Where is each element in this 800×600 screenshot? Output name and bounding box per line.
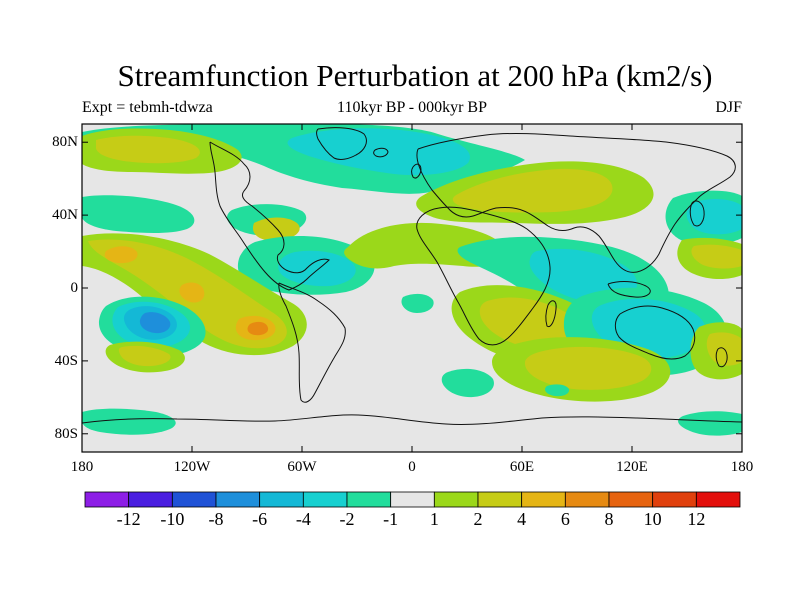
coastline-indonesia: [607, 281, 651, 298]
contour-fill-south-atlantic-negative-small: [401, 293, 434, 313]
coastline-new-zealand: [715, 347, 728, 368]
coastline-british-isles: [411, 163, 422, 179]
lon-tick-label: 0: [408, 459, 416, 475]
coastline-europe-asia: [416, 132, 736, 273]
legend-tick-label: 8: [604, 509, 614, 529]
legend-color-box: [215, 491, 261, 508]
contour-fill-north-atlantic-negative-core: [287, 128, 470, 176]
lon-tick-label: 60E: [509, 459, 535, 475]
lon-tick-group: [81, 124, 743, 452]
lon-tick-label: 120E: [616, 459, 648, 475]
legend-tick-label: -10: [160, 509, 185, 529]
lat-tick-group: [82, 141, 742, 435]
legend-tick-label: -4: [295, 509, 311, 529]
legend-color-box: [564, 491, 610, 508]
contour-fill-northeast-pacific-positive-edge-core: [691, 244, 742, 269]
lat-tick-label: 40S: [54, 352, 78, 369]
subtitle-row: Expt = tebmh-tdwza 110kyr BP - 000kyr BP…: [82, 100, 742, 118]
legend-color-box: [259, 491, 304, 508]
contour-fill-tropical-pacific-positive-peak-east-core: [247, 321, 269, 336]
contour-fill-layer: [82, 124, 742, 436]
contour-fill-west-pacific-negative-core: [686, 199, 742, 235]
coastline-greenland: [316, 127, 367, 160]
legend-colorbar: [84, 491, 741, 508]
contour-fill-tropical-pacific-positive-peak-central: [179, 282, 205, 303]
coastline-iceland: [373, 147, 389, 158]
legend-tick-label: 6: [560, 509, 570, 529]
coastline-south-america: [278, 282, 346, 403]
contour-fill-north-america-positive: [252, 217, 300, 242]
contour-fill-south-pacific-positive-lobe-core: [118, 345, 171, 367]
contour-fill-antarctic-negative-west: [82, 408, 176, 435]
legend-color-box: [84, 491, 130, 508]
legend-color-box: [433, 491, 479, 508]
contour-fill-south-atlantic-negative: [441, 368, 494, 398]
chart-title: Streamfunction Perturbation at 200 hPa (…: [117, 58, 713, 93]
contour-fill-pacific-northwest-negative: [82, 195, 195, 233]
lon-tick-label: 180: [70, 459, 94, 475]
legend-color-box: [346, 491, 392, 508]
legend-tick-label: 2: [473, 509, 483, 529]
lat-tick-label: 80N: [52, 134, 78, 151]
time-label: 110kyr BP - 000kyr BP: [337, 99, 487, 116]
contour-fill-east-pacific-negative-core: [278, 250, 356, 287]
legend-color-box: [390, 491, 435, 508]
lon-tick-label: 120W: [173, 459, 211, 475]
contour-fill-north-pacific-positive-core: [96, 135, 200, 164]
legend-tick-label: 4: [517, 509, 527, 529]
lon-tick-label: 180: [730, 459, 754, 475]
coastline-layer: [82, 127, 742, 425]
season-label: DJF: [715, 99, 742, 116]
legend-tick-label: 12: [687, 509, 706, 529]
legend-color-box: [608, 491, 654, 508]
legend-color-box: [695, 491, 741, 508]
legend-tick-label: -6: [252, 509, 268, 529]
coastline-north-america: [209, 141, 330, 291]
coastline-japan: [689, 200, 705, 227]
contour-fill-southern-ocean-positive-core: [524, 346, 652, 390]
lon-tick-label: 60W: [287, 459, 317, 475]
legend-tick-label: -8: [208, 509, 224, 529]
legend-color-box: [302, 491, 348, 508]
contour-fill-indian-ocean-positive-core: [479, 297, 586, 351]
legend-tick-label: -2: [339, 509, 355, 529]
contour-fill-south-pacific-negative-core: [139, 312, 171, 334]
legend-color-box: [652, 491, 697, 508]
lat-tick-label: 0: [70, 280, 79, 296]
coastline-madagascar: [545, 300, 557, 328]
legend-tick-label: 10: [643, 509, 662, 529]
legend-color-box: [521, 491, 566, 508]
legend-color-box: [477, 491, 523, 508]
experiment-label: Expt = tebmh-tdwza: [82, 99, 213, 116]
coastline-antarctica: [82, 414, 742, 425]
contour-fill-eurasia-positive-core: [452, 168, 613, 213]
coastline-africa: [416, 206, 551, 346]
contour-fill-tropical-pacific-positive-peak-west: [104, 246, 138, 264]
legend-color-box: [128, 491, 173, 508]
legend-tick-label: -12: [116, 509, 141, 529]
legend-tick-label: -1: [383, 509, 399, 529]
coastline-australia: [614, 305, 696, 360]
lat-tick-label: 80S: [54, 425, 78, 442]
legend-tick-label: 1: [429, 509, 439, 529]
contour-fill-south-indian-negative-small: [544, 384, 570, 397]
legend-color-box: [171, 491, 217, 508]
contour-fill-antarctic-negative-east: [678, 411, 742, 436]
lat-tick-label: 40N: [52, 207, 78, 224]
